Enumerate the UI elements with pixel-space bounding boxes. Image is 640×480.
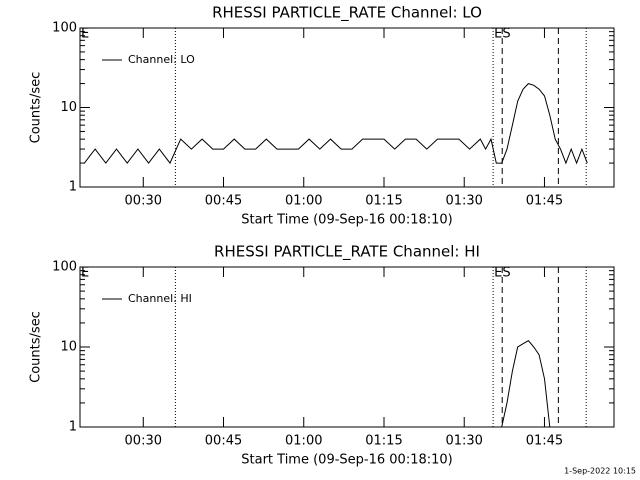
y-tick-label: 1 <box>69 420 77 435</box>
y-axis-label: Counts/sec <box>29 311 44 383</box>
x-tick-label: 00:30 <box>125 434 162 449</box>
x-axis-label: Start Time (09-Sep-16 00:18:10) <box>241 453 452 468</box>
plot-frame <box>79 27 615 188</box>
data-line <box>84 83 588 165</box>
chart-title: RHESSI PARTICLE_RATE Channel: LO <box>212 4 482 23</box>
legend-label: Channel: LO <box>128 53 195 66</box>
x-tick-label: 01:30 <box>445 194 482 209</box>
annotation: ES <box>494 27 510 42</box>
x-tick-label: 01:30 <box>445 434 482 449</box>
x-tick-label: 01:15 <box>365 194 402 209</box>
x-tick-label: 01:45 <box>526 194 563 209</box>
x-tick-label: 00:45 <box>205 434 242 449</box>
y-tick-label: 10 <box>60 340 77 355</box>
x-axis-label: Start Time (09-Sep-16 00:18:10) <box>241 213 452 228</box>
chart-title: RHESSI PARTICLE_RATE Channel: HI <box>214 243 480 262</box>
x-tick-label: 01:00 <box>285 194 322 209</box>
annotation: E <box>81 27 89 42</box>
y-tick-label: 100 <box>52 260 77 275</box>
annotation: ES <box>494 266 510 281</box>
data-line <box>501 340 551 428</box>
legend-label: Channel: HI <box>128 292 192 305</box>
x-tick-label: 01:45 <box>526 434 563 449</box>
x-tick-label: 00:30 <box>125 194 162 209</box>
y-axis-label: Counts/sec <box>29 72 44 144</box>
x-tick-label: 01:15 <box>365 434 402 449</box>
x-tick-label: 01:00 <box>285 434 322 449</box>
y-tick-label: 10 <box>60 100 77 115</box>
y-tick-label: 1 <box>69 180 77 195</box>
x-tick-label: 00:45 <box>205 194 242 209</box>
y-tick-label: 100 <box>52 21 77 36</box>
timestamp: 1-Sep-2022 10:15 <box>564 467 636 476</box>
annotation: E <box>81 266 89 281</box>
